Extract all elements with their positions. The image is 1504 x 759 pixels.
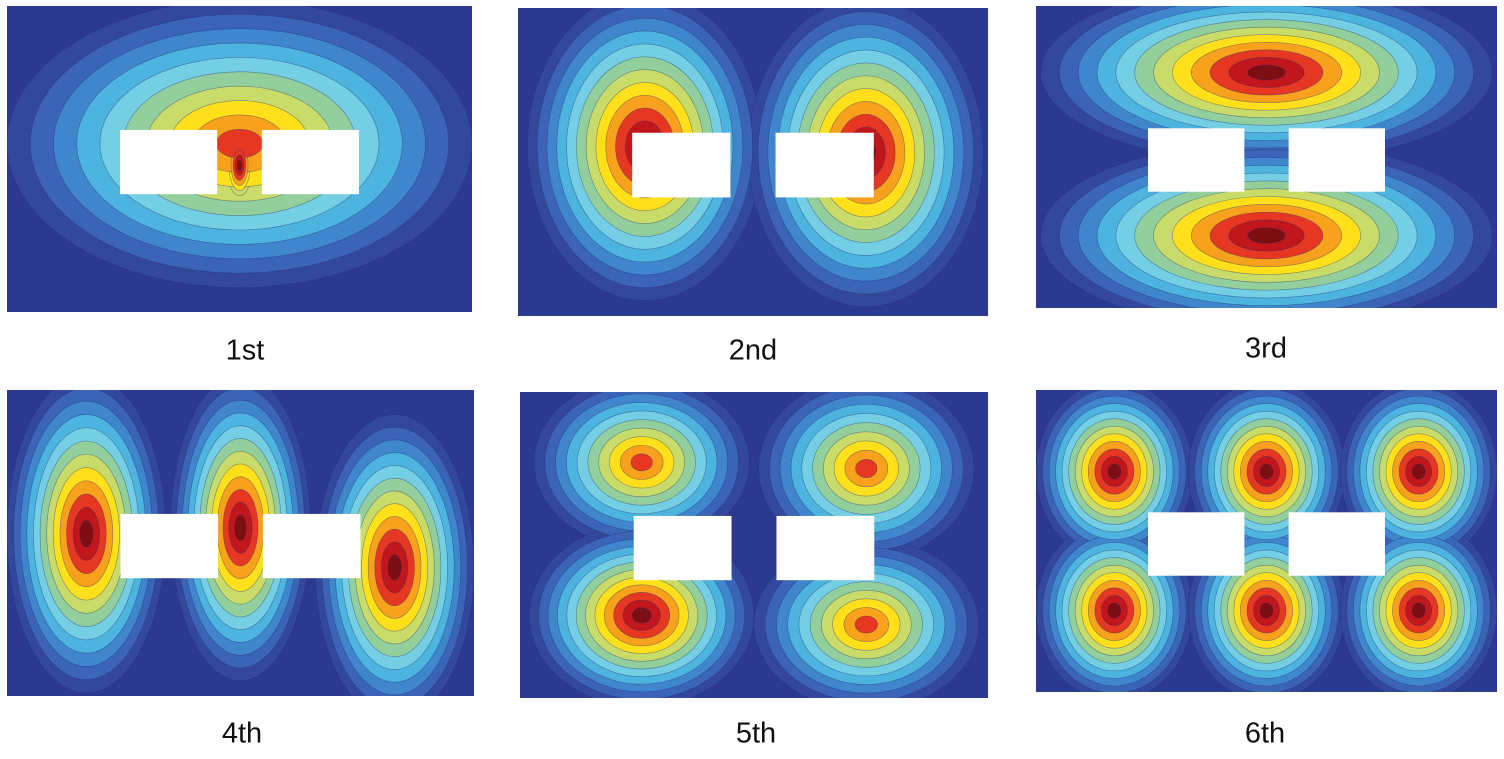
obstacle-left (633, 515, 732, 581)
contour-band (387, 554, 402, 581)
contour-band (1259, 602, 1274, 619)
contour-band (854, 615, 878, 634)
obstacle-left (632, 132, 731, 198)
mode-panel: 6th (1036, 390, 1497, 750)
contour-band (630, 453, 653, 472)
mode-label: 3rd (1245, 333, 1287, 365)
mode-label: 2nd (729, 335, 777, 367)
contour-band (1247, 64, 1286, 81)
obstacle-right (261, 129, 360, 195)
contour-band (79, 520, 94, 548)
obstacle-right (775, 132, 874, 198)
contour-band (1411, 602, 1426, 619)
obstacle-right (1288, 512, 1385, 576)
contour-band (237, 159, 242, 171)
mode-panel: 2nd (518, 8, 988, 367)
obstacle-left (120, 513, 219, 579)
mode-panel: 4th (7, 390, 474, 750)
mode-label: 4th (222, 718, 262, 750)
contour-band (234, 514, 247, 541)
mode-panel: 1st (7, 6, 472, 367)
obstacle-left (1148, 512, 1245, 576)
contour-band (1107, 602, 1122, 619)
contour-band (1411, 463, 1426, 480)
mode-label: 5th (736, 718, 776, 750)
contour-band (1247, 227, 1286, 244)
mode-label: 1st (226, 335, 265, 367)
mode-label: 6th (1245, 718, 1285, 750)
obstacle-left (119, 129, 218, 195)
contour-group (7, 6, 472, 288)
contour-group (1036, 390, 1497, 692)
obstacle-right (776, 515, 875, 581)
mode-panel: 3rd (1036, 6, 1497, 365)
contour-band (632, 607, 652, 624)
obstacle-left (1148, 128, 1245, 192)
obstacle-right (1288, 128, 1385, 192)
contour-band (1107, 463, 1122, 480)
obstacle-right (262, 513, 361, 579)
mode-panel: 5th (520, 392, 988, 750)
contour-band (1259, 463, 1274, 480)
contour-group (7, 390, 474, 696)
contour-band (855, 459, 878, 478)
contour-group (1040, 6, 1493, 308)
